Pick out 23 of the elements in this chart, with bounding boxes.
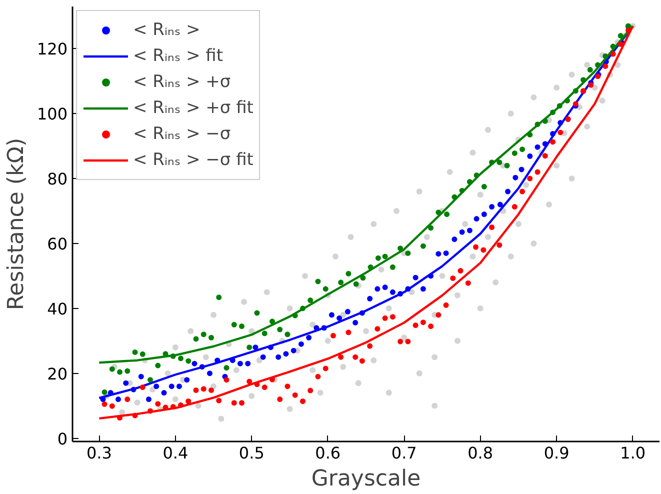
legend-label: < Rᵢₙₛ > [133,19,200,42]
x-tick-label: 0.7 [391,444,417,462]
y-tick-label: 120 [36,40,68,59]
y-tick-label: 0 [57,429,68,448]
x-tick-label: 0.8 [468,444,494,462]
x-tick-label: 0.5 [238,444,264,462]
y-axis-title: Resistance (kΩ) [4,138,29,310]
x-tick-label: 0.9 [544,444,570,462]
y-tick-label: 60 [47,234,68,254]
y-tick-label: 40 [47,299,68,318]
x-tick-label: 0.6 [315,444,341,462]
x-tick-label: 0.3 [86,444,112,462]
x-tick-label: 1.0 [620,444,646,462]
x-tick-label: 0.4 [162,444,188,462]
x-axis-title: Grayscale [311,466,421,492]
y-tick-label: 100 [36,104,68,124]
y-tick-label: 80 [47,170,68,189]
legend-label: < Rᵢₙₛ > −σ fit [133,149,254,172]
legend-label: < Rᵢₙₛ > +σ [133,71,231,94]
y-tick-label: 20 [47,364,68,384]
legend-label: < Rᵢₙₛ > −σ [133,123,231,146]
legend-label: < Rᵢₙₛ > fit [133,45,224,68]
legend-label: < Rᵢₙₛ > +σ fit [133,97,254,120]
